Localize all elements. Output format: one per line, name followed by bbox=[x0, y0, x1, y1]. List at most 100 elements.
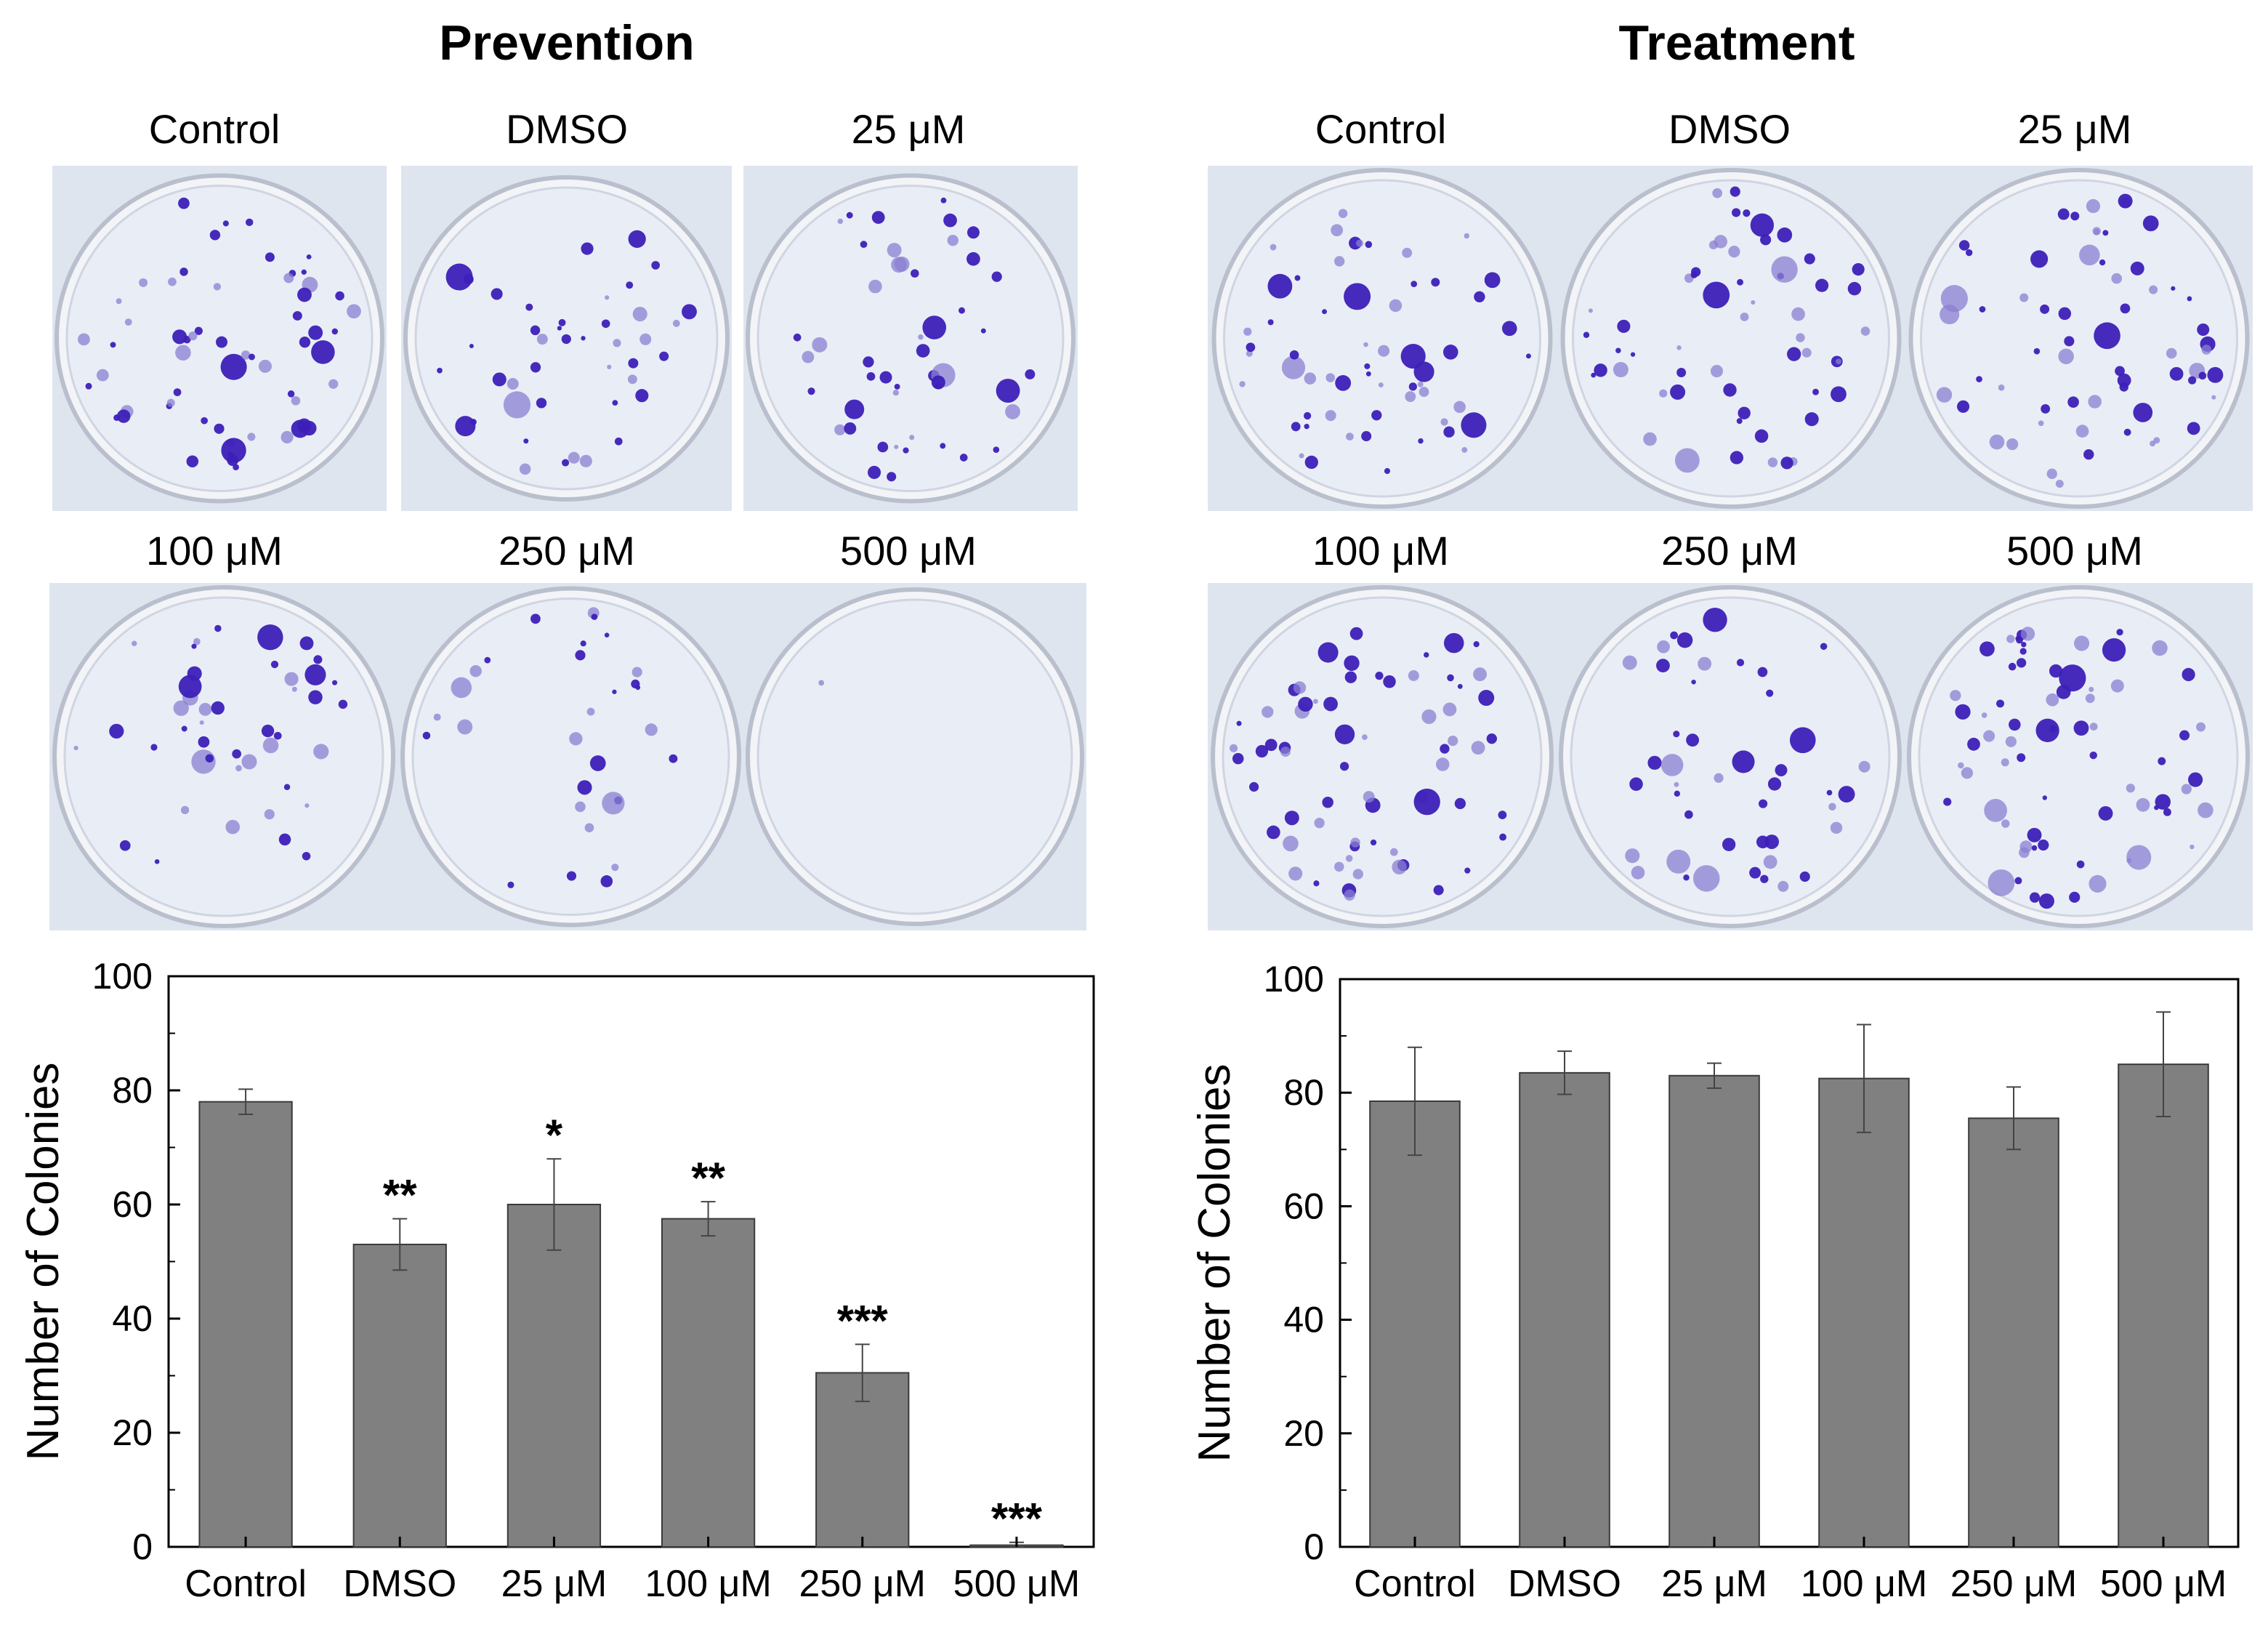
dish-well bbox=[756, 185, 1065, 492]
colony bbox=[235, 765, 242, 772]
colony bbox=[1820, 643, 1828, 651]
colony bbox=[557, 326, 562, 331]
colony bbox=[1754, 429, 1769, 443]
colony bbox=[1525, 353, 1531, 359]
colony bbox=[216, 336, 228, 348]
dish-well bbox=[1918, 596, 2239, 917]
colony bbox=[1461, 412, 1487, 438]
y-tick-label: 60 bbox=[1283, 1186, 1324, 1226]
colony bbox=[221, 438, 246, 463]
chart-0: 0 20 40 60 80 100 Number of Colonies Control DMS… bbox=[18, 956, 1095, 1605]
colony bbox=[1740, 313, 1749, 321]
colony bbox=[1757, 667, 1768, 677]
colony bbox=[1418, 438, 1424, 444]
colony bbox=[1363, 791, 1375, 803]
y-tick-label: 20 bbox=[112, 1412, 153, 1453]
colony bbox=[2118, 193, 2133, 209]
colony bbox=[347, 304, 361, 319]
colony bbox=[2074, 635, 2090, 651]
colony bbox=[628, 230, 646, 248]
colony bbox=[2009, 718, 2021, 731]
dish-label: 100 μM bbox=[1312, 528, 1449, 574]
colony bbox=[1674, 781, 1679, 787]
colony bbox=[947, 234, 959, 246]
colony bbox=[1703, 281, 1730, 309]
colony bbox=[1383, 675, 1396, 688]
colony bbox=[1411, 281, 1418, 287]
colony bbox=[1966, 249, 1973, 257]
colony bbox=[1402, 247, 1413, 258]
colony bbox=[1291, 422, 1301, 432]
colony bbox=[903, 447, 909, 454]
colony bbox=[335, 291, 344, 301]
colony bbox=[1936, 387, 1953, 403]
dish-photo bbox=[398, 583, 743, 930]
colony bbox=[247, 433, 256, 441]
colony bbox=[1659, 389, 1668, 398]
colony bbox=[2027, 827, 2042, 842]
colony bbox=[469, 664, 482, 677]
colony bbox=[1384, 467, 1391, 475]
colony bbox=[2181, 784, 2192, 795]
colony bbox=[1836, 358, 1842, 365]
colony bbox=[586, 707, 595, 716]
petri-dish-image bbox=[1904, 583, 2253, 930]
colony bbox=[73, 745, 78, 751]
colony bbox=[1447, 674, 1454, 682]
colony bbox=[807, 387, 815, 395]
colony bbox=[569, 732, 583, 746]
colony bbox=[589, 755, 606, 771]
colony bbox=[1976, 376, 1982, 382]
colony bbox=[1692, 865, 1720, 892]
bar bbox=[352, 1243, 447, 1548]
colony bbox=[328, 379, 339, 389]
colony bbox=[868, 279, 882, 294]
colony bbox=[1293, 681, 1307, 694]
dish-well bbox=[1222, 596, 1543, 917]
colony bbox=[1478, 690, 1495, 707]
colony bbox=[980, 328, 986, 334]
colony bbox=[1345, 855, 1353, 862]
x-tick-label: DMSO bbox=[343, 1563, 456, 1605]
colony bbox=[2001, 819, 2010, 828]
colony bbox=[278, 833, 291, 846]
colony bbox=[1267, 273, 1293, 299]
colony bbox=[284, 672, 299, 686]
colony bbox=[645, 723, 658, 736]
colony bbox=[437, 367, 443, 374]
significance-label: ** bbox=[383, 1171, 417, 1220]
colony bbox=[2120, 303, 2131, 314]
colony bbox=[1314, 818, 1325, 829]
dish-label: 250 μM bbox=[1661, 528, 1798, 574]
colony bbox=[628, 358, 639, 369]
colony bbox=[966, 252, 980, 266]
colony bbox=[2058, 307, 2072, 321]
colony bbox=[834, 424, 846, 435]
colony bbox=[1421, 709, 1437, 725]
colony bbox=[2088, 395, 2102, 409]
colony bbox=[1967, 737, 1980, 751]
colony bbox=[659, 351, 669, 361]
colony bbox=[868, 465, 881, 479]
colony bbox=[257, 624, 283, 651]
colony bbox=[2163, 808, 2171, 816]
colony bbox=[1676, 632, 1693, 648]
colony bbox=[1262, 706, 1274, 718]
colony bbox=[2153, 437, 2160, 444]
colony bbox=[2008, 662, 2017, 671]
colony bbox=[1005, 403, 1020, 419]
colony bbox=[1796, 333, 1805, 342]
petri-dish-image bbox=[1208, 166, 1557, 511]
colony bbox=[484, 656, 491, 664]
colony bbox=[173, 388, 182, 396]
colony bbox=[1464, 233, 1470, 239]
x-tick-label: 25 μM bbox=[1661, 1563, 1767, 1605]
colony bbox=[1365, 241, 1373, 249]
colony bbox=[1766, 689, 1774, 697]
colony bbox=[283, 273, 294, 283]
colony bbox=[959, 454, 968, 462]
colony bbox=[2179, 730, 2190, 741]
colony bbox=[959, 307, 965, 314]
colony bbox=[632, 307, 647, 322]
